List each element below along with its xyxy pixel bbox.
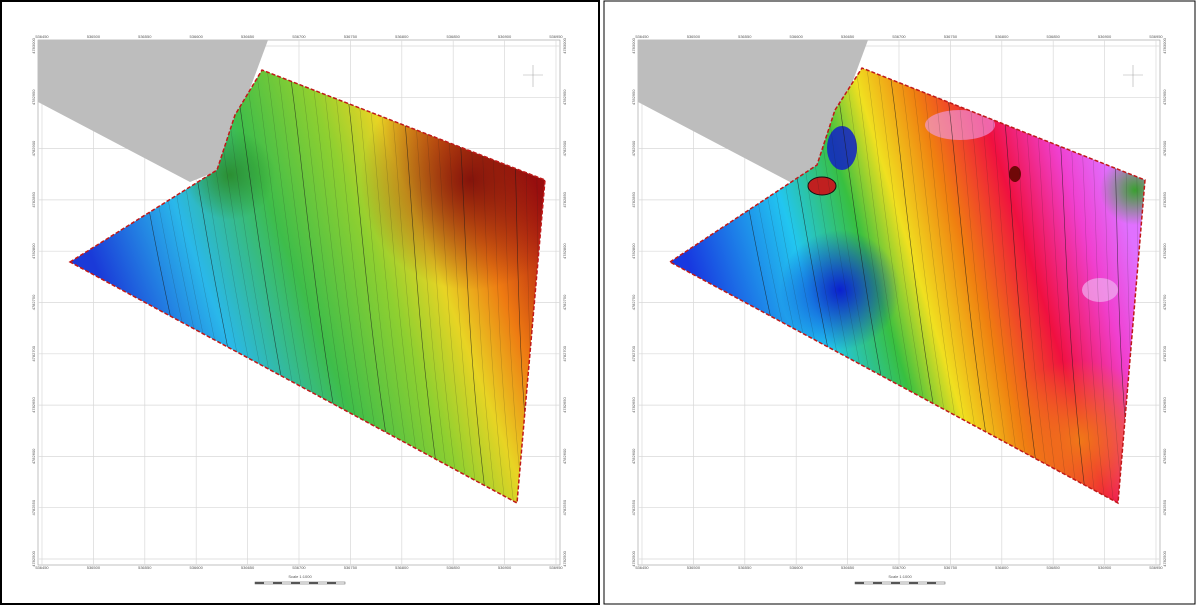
y-coordinate-label: 4782800 [31,243,36,259]
map-panel: 536450 536450 536500 536500 536550 536550 5366… [31,34,573,584]
x-coordinate-label: 536600 [190,34,204,39]
x-coordinate-label: 536850 [1047,34,1061,39]
x-coordinate-label: 536700 [292,565,306,570]
y-coordinate-label: 4782750 [631,294,636,310]
y-coordinate-label: 4782500 [631,550,636,566]
x-coordinate-label: 536850 [447,34,461,39]
y-coordinate-label: 4782650 [631,397,636,413]
x-coordinate-label: 536750 [344,34,358,39]
x-coordinate-label: 536500 [687,34,701,39]
y-coordinate-label: 4782900 [631,140,636,156]
x-coordinate-label: 536650 [241,34,255,39]
x-coordinate-label: 536450 [35,565,49,570]
map-figure: 536450 536450 536500 536500 536550 536550 5366… [0,0,1196,605]
y-coordinate-label: 4782950 [631,89,636,105]
x-coordinate-label: 536750 [944,34,958,39]
x-coordinate-label: 536550 [138,565,152,570]
x-coordinate-label: 536800 [395,565,409,570]
y-coordinate-label: 4783000 [631,37,636,53]
y-coordinate-label: 4782600 [31,448,36,464]
x-coordinate-label: 536900 [498,565,512,570]
y-coordinate-label: 4782650 [562,397,567,413]
y-coordinate-label: 4782600 [631,448,636,464]
y-coordinate-label: 4782550 [631,499,636,515]
x-coordinate-label: 536800 [395,34,409,39]
scale-text: Scale 1:1000 [288,574,312,579]
x-coordinate-label: 536500 [87,565,101,570]
y-coordinate-label: 4782950 [1162,89,1167,105]
y-coordinate-label: 4782500 [1162,550,1167,566]
x-coordinate-label: 536650 [841,565,855,570]
x-coordinate-label: 536750 [944,565,958,570]
y-coordinate-label: 4782850 [1162,191,1167,207]
y-coordinate-label: 4782850 [562,191,567,207]
y-coordinate-label: 4782950 [562,89,567,105]
y-coordinate-label: 4782550 [562,499,567,515]
y-coordinate-label: 4782600 [1162,448,1167,464]
y-coordinate-label: 4782700 [1162,345,1167,361]
y-coordinate-label: 4782950 [31,89,36,105]
y-coordinate-label: 4782650 [31,397,36,413]
x-coordinate-label: 536800 [995,565,1009,570]
x-coordinate-label: 536800 [995,34,1009,39]
y-coordinate-label: 4782550 [1162,499,1167,515]
y-coordinate-label: 4782850 [631,191,636,207]
y-coordinate-label: 4782800 [631,243,636,259]
y-coordinate-label: 4782700 [631,345,636,361]
x-coordinate-label: 536900 [1098,565,1112,570]
y-coordinate-label: 4782800 [562,243,567,259]
x-coordinate-label: 536700 [892,34,906,39]
y-coordinate-label: 4782500 [31,550,36,566]
x-coordinate-label: 536550 [738,34,752,39]
y-coordinate-label: 4782700 [562,345,567,361]
y-coordinate-label: 4782850 [31,191,36,207]
y-coordinate-label: 4782700 [31,345,36,361]
x-coordinate-label: 536900 [1098,34,1112,39]
y-coordinate-label: 4783000 [562,37,567,53]
y-coordinate-label: 4782750 [31,294,36,310]
y-coordinate-label: 4782900 [1162,140,1167,156]
x-coordinate-label: 536650 [841,34,855,39]
y-coordinate-label: 4782550 [31,499,36,515]
x-coordinate-label: 536450 [635,565,649,570]
x-coordinate-label: 536600 [790,565,804,570]
x-coordinate-label: 536500 [687,565,701,570]
x-coordinate-label: 536600 [790,34,804,39]
y-coordinate-label: 4782900 [562,140,567,156]
y-coordinate-label: 4782600 [562,448,567,464]
x-coordinate-label: 536900 [498,34,512,39]
x-coordinate-label: 536450 [35,34,49,39]
x-coordinate-label: 536700 [292,34,306,39]
scale-text: Scale 1:1000 [888,574,912,579]
x-coordinate-label: 536550 [738,565,752,570]
x-coordinate-label: 536750 [344,565,358,570]
x-coordinate-label: 536450 [635,34,649,39]
x-coordinate-label: 536500 [87,34,101,39]
x-coordinate-label: 536550 [138,34,152,39]
y-coordinate-label: 4783000 [1162,37,1167,53]
y-coordinate-label: 4782750 [562,294,567,310]
y-coordinate-label: 4783000 [31,37,36,53]
x-coordinate-label: 536850 [1047,565,1061,570]
y-coordinate-label: 4782750 [1162,294,1167,310]
y-coordinate-label: 4782650 [1162,397,1167,413]
y-coordinate-label: 4782900 [31,140,36,156]
x-coordinate-label: 536850 [447,565,461,570]
x-coordinate-label: 536600 [190,565,204,570]
x-coordinate-label: 536700 [892,565,906,570]
y-coordinate-label: 4782500 [562,550,567,566]
x-coordinate-label: 536650 [241,565,255,570]
y-coordinate-label: 4782800 [1162,243,1167,259]
map-panel: 536450 536450 536500 536500 536550 536550 5366… [631,34,1173,584]
